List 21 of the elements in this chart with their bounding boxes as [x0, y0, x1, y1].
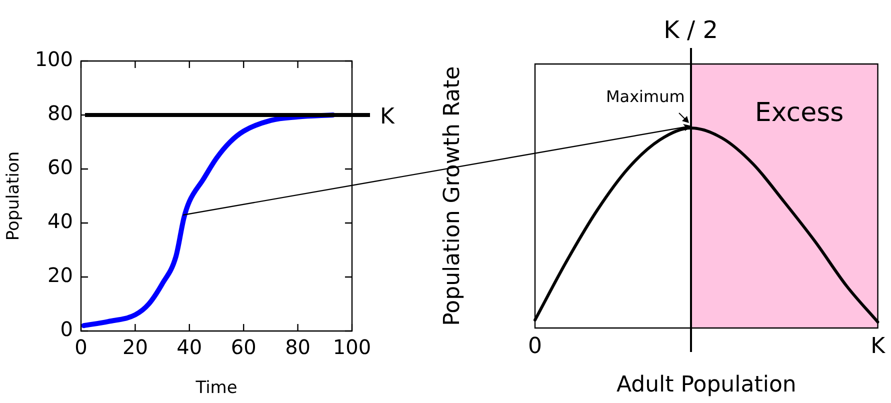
x-tick-label: 100: [332, 335, 372, 360]
x-tick-label: 40: [176, 335, 202, 360]
x-axis-title: Time: [194, 378, 238, 398]
text: Excess: [754, 98, 844, 128]
text: K / 2: [664, 16, 718, 44]
x-tick-label: 0: [528, 334, 542, 359]
y-axis-title: Population Growth Rate: [440, 66, 465, 326]
ref-line-label: K: [380, 104, 395, 130]
y-tick-label: 20: [48, 263, 73, 288]
y-axis-title: Population: [4, 151, 24, 241]
y-tick-label: 100: [34, 47, 73, 72]
x-tick-label: K: [870, 334, 886, 359]
x-tick-label: 80: [285, 335, 311, 360]
text: Maximum: [606, 87, 685, 106]
y-tick-label: 40: [48, 209, 73, 234]
y-tick-label: 80: [48, 101, 73, 126]
x-tick-label: 20: [122, 335, 148, 360]
x-tick-label: 60: [230, 335, 256, 360]
y-tick-label: 60: [48, 155, 73, 180]
x-axis-title: Adult Population: [616, 372, 796, 398]
y-tick-label: 0: [60, 317, 73, 342]
